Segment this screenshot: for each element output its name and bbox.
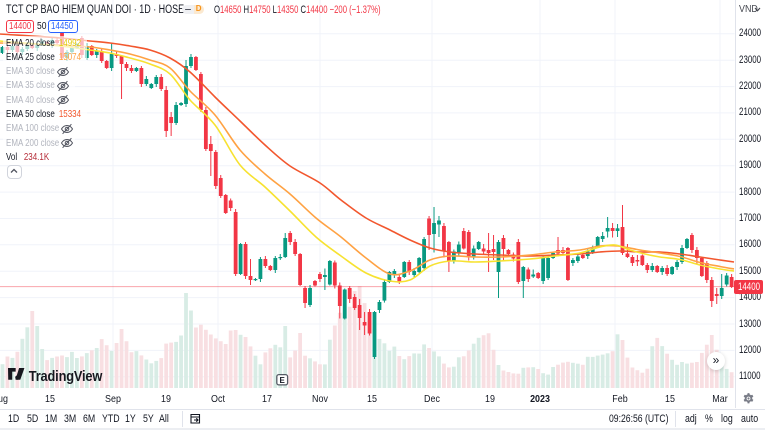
svg-text:TradingView: TradingView [29, 368, 103, 384]
svg-text:E: E [280, 376, 286, 385]
